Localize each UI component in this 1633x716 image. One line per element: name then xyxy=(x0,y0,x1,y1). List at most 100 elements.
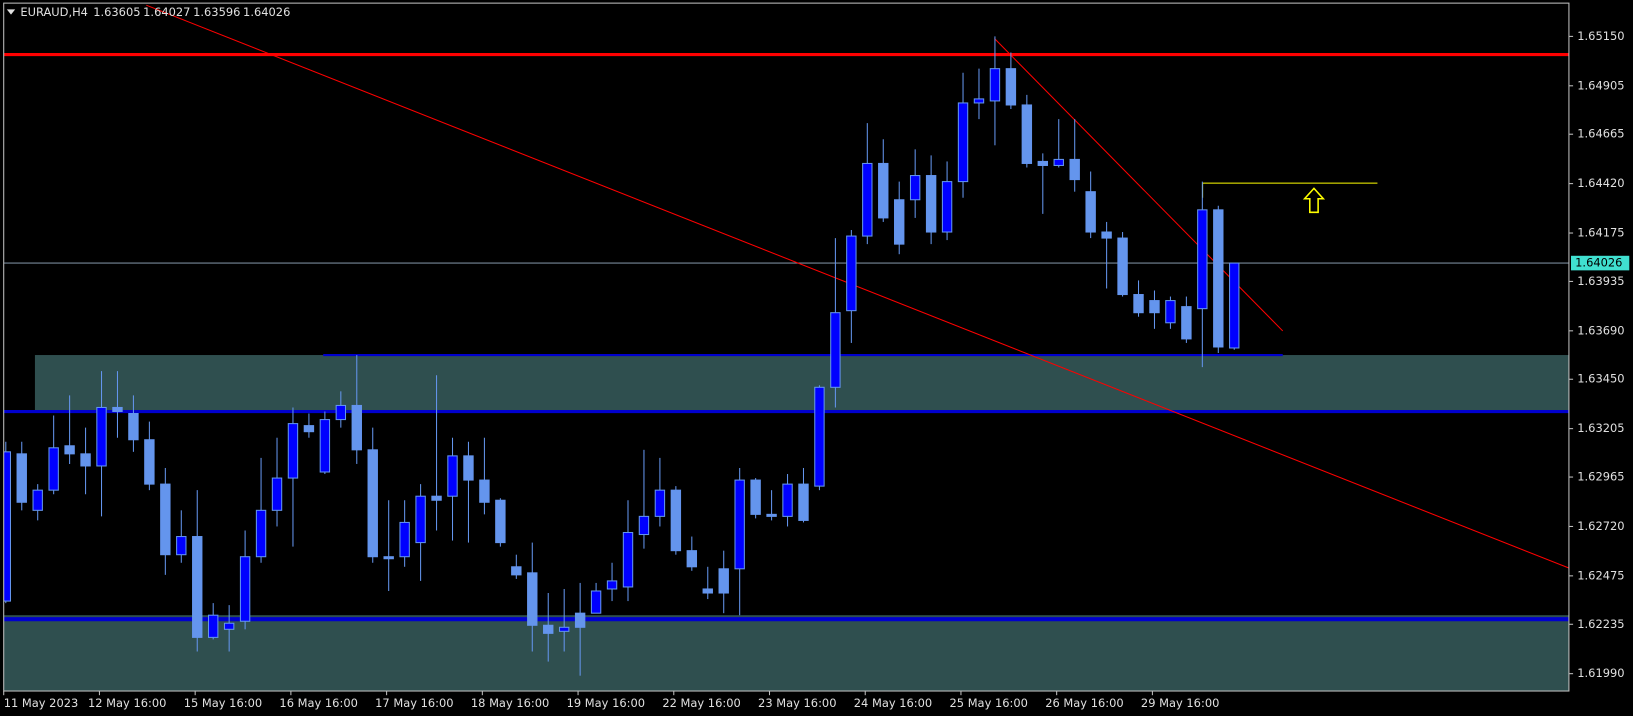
bull-body xyxy=(830,312,841,388)
y-tick-label: 1.62235 xyxy=(1577,617,1624,631)
y-tick-label: 1.62475 xyxy=(1577,568,1624,582)
y-tick-label: 1.63450 xyxy=(1577,372,1624,386)
bull-body xyxy=(319,419,331,473)
bear-body xyxy=(495,499,506,544)
close-value: 1.64026 xyxy=(243,5,290,19)
bull-body xyxy=(638,515,650,536)
bear-body xyxy=(1101,231,1112,239)
bear-body xyxy=(894,199,905,245)
bear-body xyxy=(64,445,75,455)
bull-body xyxy=(239,556,251,622)
bear-body xyxy=(574,612,586,628)
bull-body xyxy=(782,483,793,517)
axes: 1.65150 1.64905 1.64665 1.64420 1.64175 1.639… xyxy=(3,29,1630,710)
x-tick-label: 29 May 16:00 xyxy=(1141,696,1219,710)
x-tick-label: 24 May 16:00 xyxy=(854,696,932,710)
bear-body xyxy=(766,513,777,517)
arrow-up xyxy=(1302,187,1326,214)
y-tick-label: 1.64665 xyxy=(1577,127,1624,141)
symbol: EURAUD,H4 xyxy=(20,5,88,19)
bull-body xyxy=(48,447,59,491)
low-value: 1.63596 xyxy=(193,5,240,19)
bear-body xyxy=(686,550,698,568)
bull-body xyxy=(1053,158,1064,166)
open-value: 1.63605 xyxy=(93,5,140,19)
y-tick-label: 1.61990 xyxy=(1577,666,1624,680)
bear-body xyxy=(463,455,474,481)
bull-body xyxy=(1165,300,1176,324)
bear-body xyxy=(750,479,761,515)
x-tick-label: 25 May 16:00 xyxy=(950,696,1028,710)
bull-body xyxy=(654,489,666,517)
bear-body xyxy=(1149,300,1160,314)
bull-body xyxy=(207,614,219,638)
bull-body xyxy=(862,162,873,237)
y-tick-label: 1.63935 xyxy=(1577,274,1624,288)
y-tick-label: 1.65150 xyxy=(1577,29,1624,43)
x-tick-label: 22 May 16:00 xyxy=(662,696,740,710)
bull-body xyxy=(846,235,857,312)
plot-frame xyxy=(3,2,1570,692)
bear-body xyxy=(351,404,362,451)
bull-body xyxy=(989,68,1001,102)
bear-body xyxy=(1085,191,1096,233)
bear-body xyxy=(192,536,203,638)
bear-body xyxy=(112,406,123,413)
current-price-tag xyxy=(1571,255,1630,271)
bull-body xyxy=(590,590,602,614)
bear-body xyxy=(1005,68,1017,106)
menu-triangle xyxy=(6,9,16,15)
x-tick-label: 16 May 16:00 xyxy=(279,696,357,710)
bull-body xyxy=(335,404,347,421)
zone xyxy=(3,615,1569,692)
bear-body xyxy=(511,566,522,576)
bull-body xyxy=(255,509,267,558)
bull-body xyxy=(973,98,985,104)
current-price-label: 1.64026 xyxy=(1575,256,1622,270)
bear-body xyxy=(144,439,155,485)
bear-body xyxy=(878,162,889,219)
bear-body xyxy=(543,624,554,634)
bull-body xyxy=(606,580,618,590)
bull-body xyxy=(287,423,299,479)
bear-body xyxy=(1213,209,1224,348)
zone xyxy=(34,355,1569,412)
bull-body xyxy=(622,531,634,588)
bear-body xyxy=(1069,158,1080,181)
bull-body xyxy=(447,455,458,497)
bull-body xyxy=(941,181,953,233)
x-tick-label: 15 May 16:00 xyxy=(184,696,262,710)
bull-body xyxy=(734,479,745,570)
bear-body xyxy=(128,413,139,441)
bull-body xyxy=(223,622,235,630)
bear-body xyxy=(383,556,394,560)
y-tick-label: 1.64175 xyxy=(1577,226,1624,240)
x-tick-label: 23 May 16:00 xyxy=(758,696,836,710)
bull-body xyxy=(909,175,921,201)
bull-body xyxy=(176,536,187,556)
y-tick-label: 1.62720 xyxy=(1577,519,1624,533)
bear-body xyxy=(527,572,538,626)
x-tick-label: 26 May 16:00 xyxy=(1045,696,1123,710)
zones xyxy=(3,355,1569,692)
bear-body xyxy=(1037,160,1049,166)
x-tick-label: 11 May 2023 xyxy=(4,696,79,710)
bear-body xyxy=(479,479,490,503)
bear-body xyxy=(718,568,729,594)
bear-body xyxy=(670,489,682,552)
y-tick-label: 1.64905 xyxy=(1577,78,1624,92)
x-tick-label: 17 May 16:00 xyxy=(375,696,453,710)
bear-body xyxy=(1133,294,1144,314)
levels xyxy=(3,52,1569,622)
bear-body xyxy=(702,588,713,594)
y-tick-label: 1.63205 xyxy=(1577,421,1624,435)
y-tick-label: 1.63690 xyxy=(1577,323,1624,337)
high-value: 1.64027 xyxy=(143,5,190,19)
bear-body xyxy=(160,483,171,556)
x-tick-label: 12 May 16:00 xyxy=(88,696,166,710)
bear-body xyxy=(1117,237,1128,296)
candles xyxy=(3,36,1240,676)
bear-body xyxy=(303,425,315,433)
bull-body xyxy=(957,102,969,183)
